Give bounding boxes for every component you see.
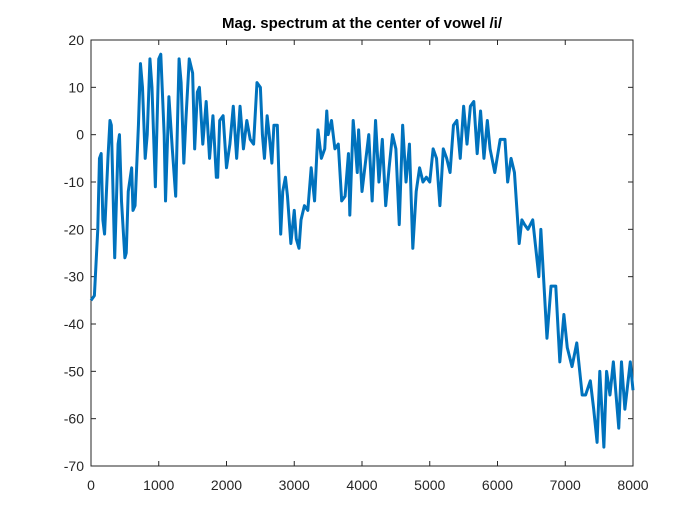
- y-tick-label: -40: [64, 316, 84, 332]
- x-tick-label: 8000: [617, 477, 648, 493]
- y-tick-label: -60: [64, 411, 84, 427]
- y-tick-label: -20: [64, 221, 84, 237]
- chart-title: Mag. spectrum at the center of vowel /i/: [222, 15, 503, 32]
- y-tick-label: -30: [64, 269, 84, 285]
- y-tick-label: -70: [64, 458, 84, 474]
- y-tick-label: -50: [64, 363, 84, 379]
- y-tick-label: 20: [68, 32, 84, 48]
- x-tick-label: 0: [87, 477, 95, 493]
- line-series: [89, 52, 635, 449]
- y-tick-label: -10: [64, 174, 84, 190]
- x-tick-label: 6000: [482, 477, 513, 493]
- y-tick-label: 0: [76, 127, 84, 143]
- x-tick-label: 7000: [550, 477, 581, 493]
- x-tick-label: 1000: [143, 477, 174, 493]
- x-tick-label: 3000: [279, 477, 310, 493]
- x-tick-label: 2000: [211, 477, 242, 493]
- x-tick-label: 5000: [414, 477, 445, 493]
- y-tick-label: 10: [68, 79, 84, 95]
- x-tick-label: 4000: [346, 477, 377, 493]
